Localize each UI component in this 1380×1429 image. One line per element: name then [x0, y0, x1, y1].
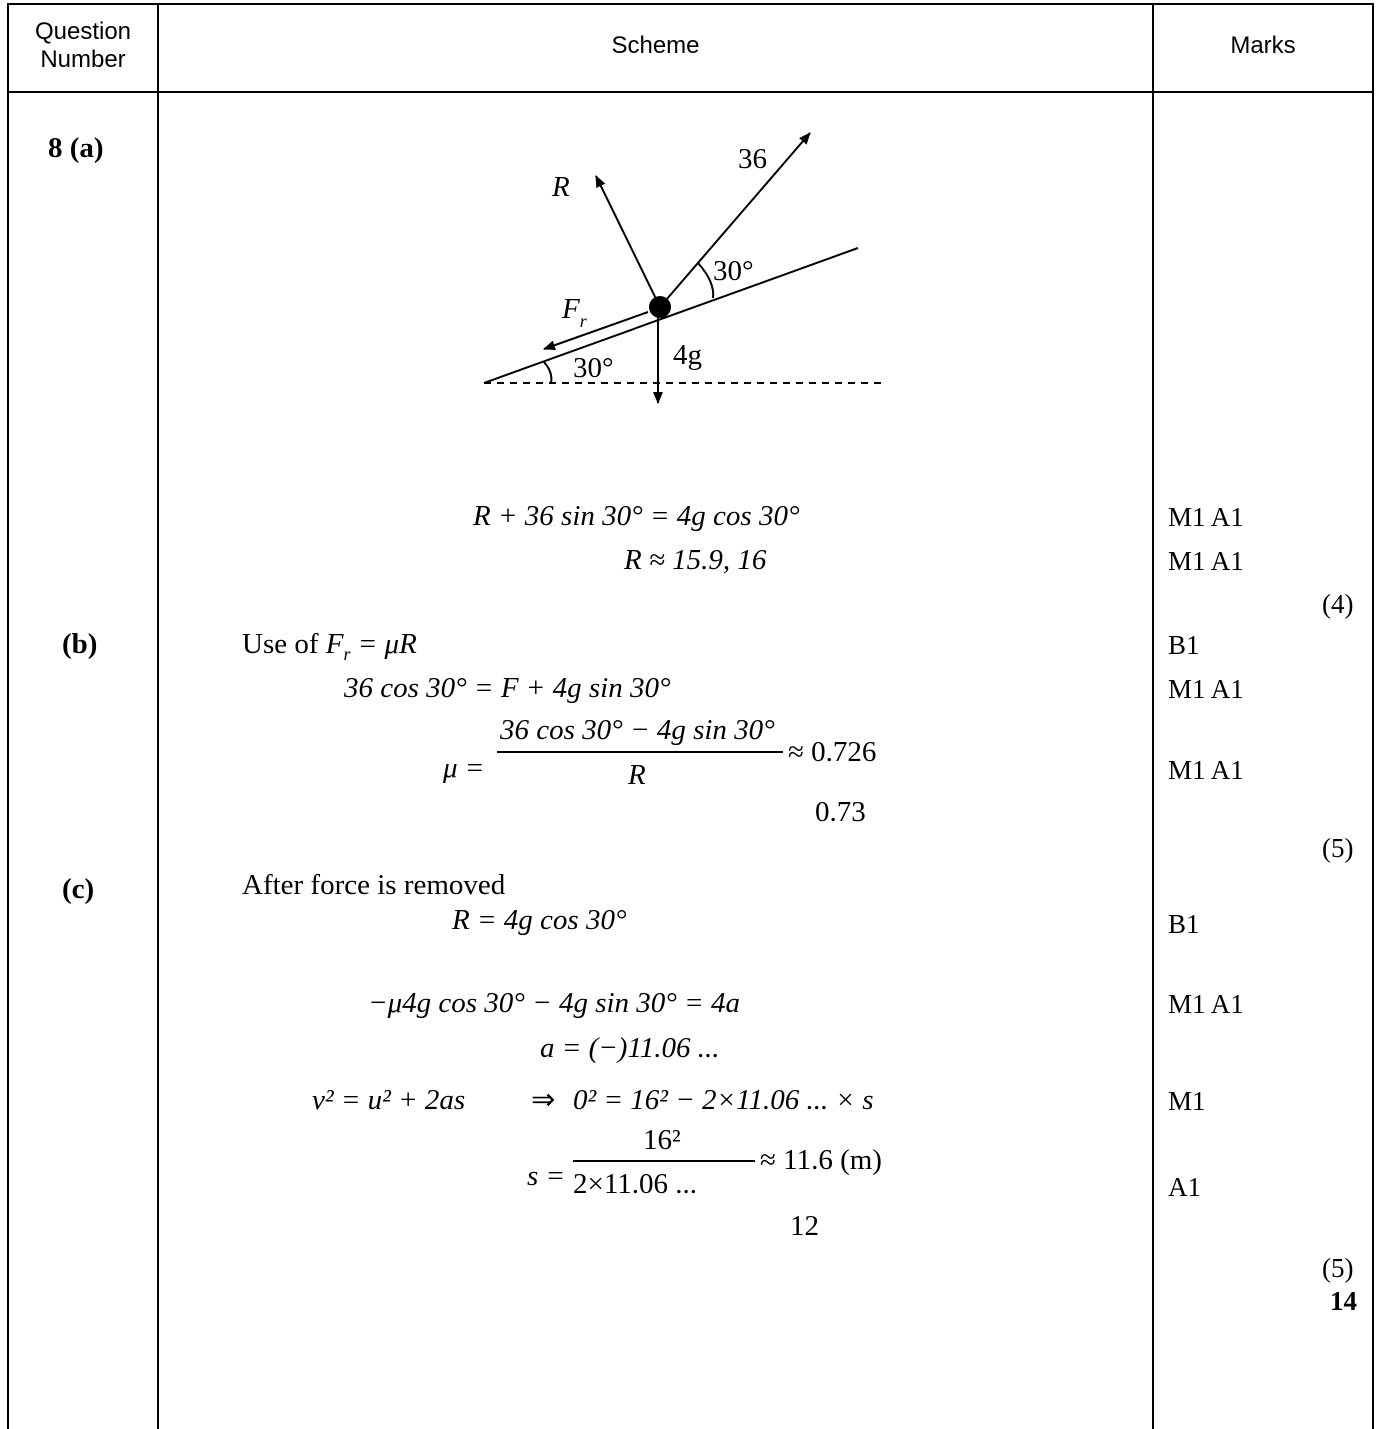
- label-angle-slope: 30°: [573, 352, 614, 384]
- line-c0: After force is removed: [242, 869, 506, 901]
- line-c4-right: 0² = 16² − 2×11.06 ... × s: [573, 1084, 874, 1116]
- line-b3-denominator: R: [628, 759, 646, 791]
- header-marks: Marks: [1230, 32, 1296, 59]
- header-question-number: Question Number: [34, 18, 132, 73]
- part-label-b: (b): [62, 628, 98, 660]
- label-R: R: [551, 171, 570, 203]
- label-36: 36: [738, 143, 767, 175]
- particle: [649, 296, 671, 318]
- header-scheme: Scheme: [611, 32, 700, 59]
- slope-line: [483, 247, 859, 384]
- line-c4-arrow: ⇒: [531, 1084, 556, 1116]
- line-a2: R ≈ 15.9, 16: [624, 544, 767, 576]
- mark-c-4: A1: [1168, 1172, 1201, 1202]
- mark-a-2: M1 A1: [1168, 546, 1244, 576]
- fraction-bar-b3: [497, 751, 783, 753]
- part-label-a: 8 (a): [48, 132, 104, 164]
- line-c6: 12: [790, 1210, 819, 1242]
- column-divider-2: [1152, 3, 1154, 1429]
- line-c5-denominator: 2×11.06 ...: [573, 1168, 698, 1200]
- column-divider-1: [157, 3, 159, 1429]
- mark-b-1: B1: [1168, 630, 1200, 660]
- label-weight: 4g: [673, 339, 702, 371]
- mark-a-total: (4): [1322, 589, 1354, 619]
- label-friction: Fr: [561, 293, 588, 331]
- line-b3-rhs: ≈ 0.726: [788, 736, 877, 768]
- mark-b-3: M1 A1: [1168, 755, 1244, 785]
- force-36-arrow: [659, 132, 811, 308]
- line-c2: −μ4g cos 30° − 4g sin 30° = 4a: [368, 987, 740, 1019]
- mark-c-3: M1: [1168, 1086, 1206, 1116]
- line-b4: 0.73: [815, 796, 866, 828]
- line-b2: 36 cos 30° = F + 4g sin 30°: [344, 672, 671, 704]
- line-c4-left: v² = u² + 2as: [312, 1084, 466, 1116]
- line-c5-rhs: ≈ 11.6 (m): [760, 1144, 882, 1176]
- mark-c-1: B1: [1168, 909, 1200, 939]
- reaction-arrow: [595, 175, 661, 308]
- part-label-c: (c): [62, 873, 95, 905]
- angle-arc-force: [697, 262, 715, 299]
- line-b3-numerator: 36 cos 30° − 4g sin 30°: [500, 714, 775, 746]
- mark-b-2: M1 A1: [1168, 674, 1244, 704]
- table-border-right: [1372, 3, 1374, 1429]
- table-border-top: [7, 3, 1374, 5]
- mark-c-2: M1 A1: [1168, 989, 1244, 1019]
- line-c5-lhs: s =: [527, 1160, 566, 1192]
- line-c5-numerator: 16²: [643, 1124, 681, 1156]
- line-a1: R + 36 sin 30° = 4g cos 30°: [473, 500, 800, 532]
- mark-grand-total: 14: [1330, 1286, 1357, 1316]
- line-c1: R = 4g cos 30°: [452, 904, 627, 936]
- mark-b-total: (5): [1322, 833, 1354, 863]
- line-b3-lhs: μ =: [443, 752, 485, 784]
- header-divider: [7, 91, 1374, 93]
- line-b1: Use of Fr = μR: [242, 628, 417, 664]
- table-border-left: [7, 3, 9, 1429]
- angle-arc-slope: [543, 361, 553, 384]
- line-c3: a = (−)11.06 ...: [540, 1032, 720, 1064]
- mark-a-1: M1 A1: [1168, 502, 1244, 532]
- label-angle-force: 30°: [713, 255, 754, 287]
- mark-c-total: (5): [1322, 1253, 1354, 1283]
- friction-arrow: [543, 311, 649, 351]
- fraction-bar-c5: [573, 1160, 755, 1162]
- force-diagram: R 36 30° 30° 4g Fr: [483, 132, 884, 404]
